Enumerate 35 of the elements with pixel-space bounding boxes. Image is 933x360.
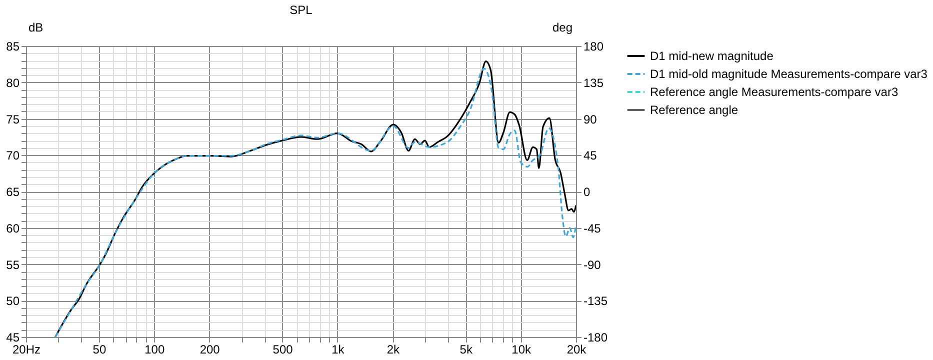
y2-tick-label: -180 [584, 330, 608, 344]
x-tick-label: 2k [386, 342, 400, 356]
y2-tick-label: -90 [584, 258, 602, 272]
y-tick-label: 70 [6, 148, 20, 163]
y-tick-label: 65 [6, 185, 20, 199]
y-tick-label: 45 [6, 330, 20, 344]
y2-tick-label: -45 [584, 221, 602, 236]
x-tick-label: 20k [566, 342, 588, 356]
y2-tick-label: 0 [584, 185, 590, 199]
legend-label: Reference angle Measurements-compare var3 [650, 85, 898, 99]
y-tick-label: 60 [6, 221, 20, 236]
x-tick-label: 100 [144, 342, 165, 356]
y2-tick-label: 180 [584, 40, 604, 54]
y-tick-label: 55 [6, 258, 20, 272]
x-tick-label: 200 [200, 342, 220, 356]
legend-label: D1 mid-old magnitude Measurements-compare var3 [650, 67, 928, 81]
y2-tick-label: -135 [584, 294, 608, 308]
y-tick-label: 80 [6, 76, 20, 90]
y2-axis-title: deg [552, 20, 572, 34]
y-tick-label: 50 [6, 294, 20, 308]
x-tick-label: 1k [332, 342, 346, 356]
y-axis-title: dB [28, 20, 44, 34]
y-tick-label: 75 [6, 112, 20, 126]
y2-tick-label: 135 [584, 76, 604, 90]
y2-tick-label: 90 [584, 112, 598, 126]
y-tick-label: 85 [6, 40, 20, 54]
chart-title: SPL [290, 3, 313, 17]
x-tick-label: 5k [460, 342, 474, 356]
x-tick-label: 20Hz [12, 342, 41, 356]
legend-label: D1 mid-new magnitude [650, 49, 774, 63]
x-tick-label: 10k [512, 342, 532, 356]
x-tick-label: 500 [272, 342, 294, 356]
legend-label: Reference angle [650, 103, 738, 117]
x-tick-label: 50 [92, 342, 106, 356]
y2-tick-label: 45 [584, 148, 598, 163]
